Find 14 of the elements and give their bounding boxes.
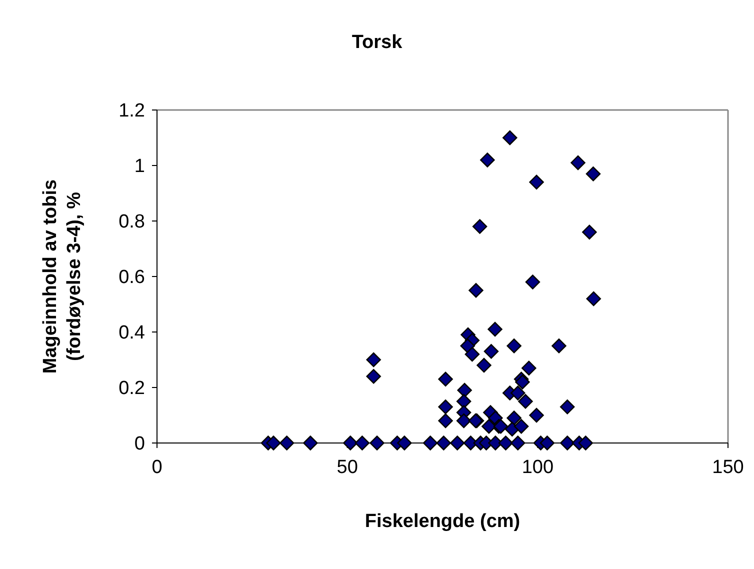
x-tick-label: 150 bbox=[712, 457, 744, 478]
y-tick-label: 0.2 bbox=[118, 378, 145, 400]
y-tick-label: 0.4 bbox=[118, 322, 146, 344]
x-axis-title: Fiskelengde (cm) bbox=[364, 511, 520, 532]
y-tick-label: 0 bbox=[134, 434, 145, 455]
y-tick-label: 0.6 bbox=[118, 267, 145, 288]
x-tick-label: 50 bbox=[336, 457, 358, 478]
y-tick-label: 1 bbox=[134, 156, 145, 178]
y-axis-title: Mageinnhold av tobis (fordøyelse 3-4), % bbox=[39, 178, 86, 376]
x-tick-label: 0 bbox=[152, 457, 162, 478]
chart-title: Torsk bbox=[352, 32, 403, 53]
y-tick-label: 0.8 bbox=[118, 212, 145, 233]
x-tick-label: 100 bbox=[522, 457, 554, 478]
y-tick-label: 1.2 bbox=[118, 100, 145, 122]
